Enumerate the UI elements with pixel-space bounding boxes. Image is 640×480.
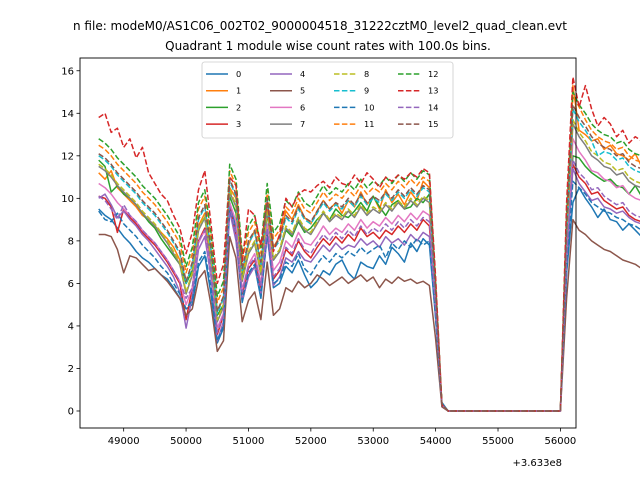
y-tick-label: 16 (61, 66, 74, 77)
y-tick-label: 6 (68, 279, 74, 290)
x-tick-label: 54000 (420, 436, 452, 447)
legend-label-15: 15 (428, 119, 438, 129)
series-line-11 (98, 95, 640, 412)
legend-label-5: 5 (300, 86, 305, 96)
x-tick-label: 56000 (544, 436, 576, 447)
plot-border (79, 57, 577, 429)
y-tick-label: 4 (68, 322, 74, 333)
series-line-15 (98, 104, 640, 412)
series-line-10 (98, 180, 640, 412)
legend-label-7: 7 (300, 119, 305, 129)
y-axis: 0 2 4 6 8 10 12 14 16 (61, 66, 80, 418)
series-line-4 (98, 167, 640, 412)
x-tick-label: 52000 (295, 436, 327, 447)
x-tick-label: 50000 (170, 436, 202, 447)
legend-label-14: 14 (428, 102, 438, 112)
x-tick-label: 51000 (233, 436, 265, 447)
x-axis: 49000 50000 51000 52000 53000 54000 55000 56000 (108, 428, 576, 447)
legend-label-6: 6 (300, 102, 305, 112)
chart-title: Quadrant 1 module wise count rates with … (165, 39, 491, 53)
series-line-12 (98, 91, 640, 412)
legend-label-3: 3 (236, 119, 241, 129)
series-line-8 (98, 118, 640, 412)
series-line-14 (98, 159, 640, 412)
x-axis-offset-label: +3.633e8 (512, 458, 562, 469)
x-tick-label: 53000 (357, 436, 389, 447)
legend-label-0: 0 (236, 69, 241, 79)
legend-label-8: 8 (364, 69, 369, 79)
series-line-0 (98, 186, 640, 412)
legend-label-11: 11 (364, 119, 374, 129)
legend-label-12: 12 (428, 69, 438, 79)
legend-label-10: 10 (364, 102, 374, 112)
series-layer (98, 76, 640, 412)
legend-label-13: 13 (428, 86, 438, 96)
y-tick-label: 8 (68, 236, 74, 247)
series-line-13 (98, 76, 640, 412)
figure-suptitle: n file: modeM0/AS1C06_002T02_9000004518_… (73, 19, 567, 33)
y-tick-label: 2 (68, 364, 74, 375)
legend-label-9: 9 (364, 86, 369, 96)
y-tick-label: 14 (61, 109, 74, 120)
legend-label-2: 2 (236, 102, 241, 112)
y-tick-label: 0 (68, 407, 74, 418)
x-tick-label: 49000 (108, 436, 140, 447)
x-tick-label: 55000 (482, 436, 514, 447)
legend-label-1: 1 (236, 86, 241, 96)
legend-label-4: 4 (300, 69, 305, 79)
y-tick-label: 12 (61, 151, 74, 162)
legend-frame (201, 61, 454, 139)
series-line-5 (98, 218, 640, 412)
y-tick-label: 10 (61, 194, 74, 205)
